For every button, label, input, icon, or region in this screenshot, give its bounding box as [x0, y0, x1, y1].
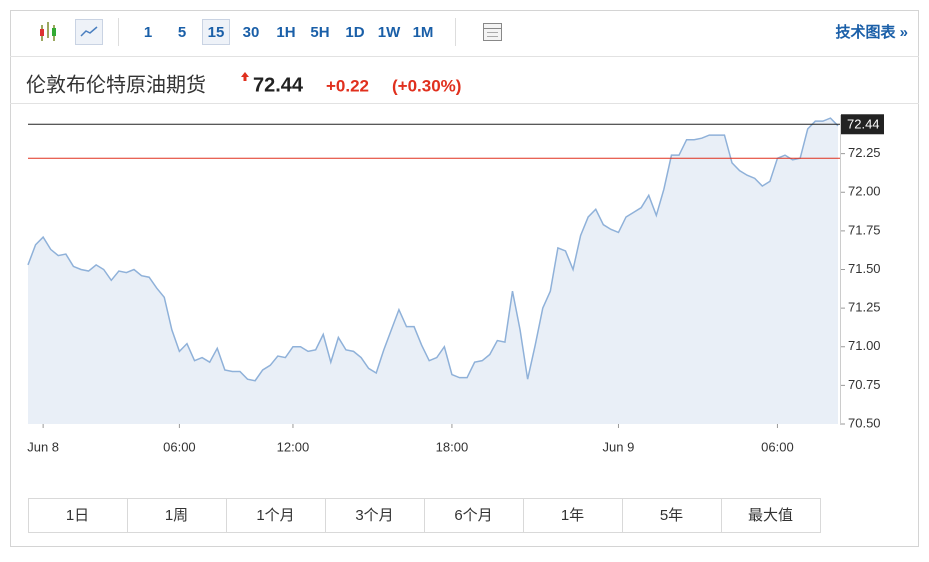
interval-button[interactable]: 30	[243, 24, 260, 41]
range-button-box	[523, 498, 623, 533]
candle-icon[interactable]	[40, 22, 56, 41]
interval-button[interactable]: 5H	[310, 24, 329, 41]
interval-button[interactable]: 15	[208, 24, 225, 41]
price: 72.44	[253, 74, 304, 96]
range-button-box	[622, 498, 722, 533]
range-button-box	[424, 498, 524, 533]
instrument-title: 伦敦布伦特原油期货	[26, 73, 206, 96]
interval-button[interactable]: 1M	[413, 24, 434, 41]
y-tick-label: 70.75	[848, 377, 881, 392]
y-tick-label: 71.25	[848, 300, 881, 315]
x-tick-label: Jun 9	[603, 439, 635, 454]
interval-button[interactable]: 1W	[378, 24, 401, 41]
area-fill	[28, 118, 838, 424]
y-tick-label: 70.50	[848, 415, 881, 430]
interval-button[interactable]: 1	[144, 24, 152, 41]
up-arrow	[241, 72, 249, 81]
range-button[interactable]: 1年	[561, 507, 584, 524]
y-tick-label: 72.00	[848, 184, 881, 199]
x-tick-label: 12:00	[277, 439, 310, 454]
interval-selected	[202, 19, 230, 45]
x-tick-label: 18:00	[436, 439, 469, 454]
range-button-box	[325, 498, 425, 533]
price-line	[27, 117, 839, 382]
change-percent: (+0.30%)	[392, 76, 461, 95]
y-tick-label: 72.25	[848, 145, 881, 160]
line-icon-glyph	[80, 26, 98, 37]
range-button[interactable]: 5年	[660, 507, 683, 524]
interval-button[interactable]: 1H	[276, 24, 295, 41]
y-tick-label: 71.50	[848, 261, 881, 276]
range-button[interactable]: 3个月	[355, 507, 393, 524]
range-button[interactable]: 1周	[165, 507, 188, 524]
interval-button[interactable]: 1D	[345, 24, 364, 41]
range-button[interactable]: 1日	[66, 507, 89, 524]
technical-chart-link[interactable]: 技术图表 »	[835, 23, 908, 41]
x-tick-label: 06:00	[163, 439, 196, 454]
y-tick-label: 71.75	[848, 222, 881, 237]
y-tick-label: 71.00	[848, 338, 881, 353]
range-button[interactable]: 1个月	[256, 507, 294, 524]
table-icon[interactable]	[483, 23, 502, 41]
range-button[interactable]: 最大值	[748, 507, 793, 524]
range-button-box	[127, 498, 227, 533]
range-button[interactable]: 6个月	[454, 507, 492, 524]
x-tick-label: 06:00	[761, 439, 794, 454]
range-button-box	[721, 498, 821, 533]
price-tag-label: 72.44	[847, 117, 880, 132]
interval-button[interactable]: 5	[178, 24, 186, 41]
x-tick-label: Jun 8	[27, 439, 59, 454]
change: +0.22	[326, 76, 369, 95]
price-tag	[841, 114, 884, 135]
